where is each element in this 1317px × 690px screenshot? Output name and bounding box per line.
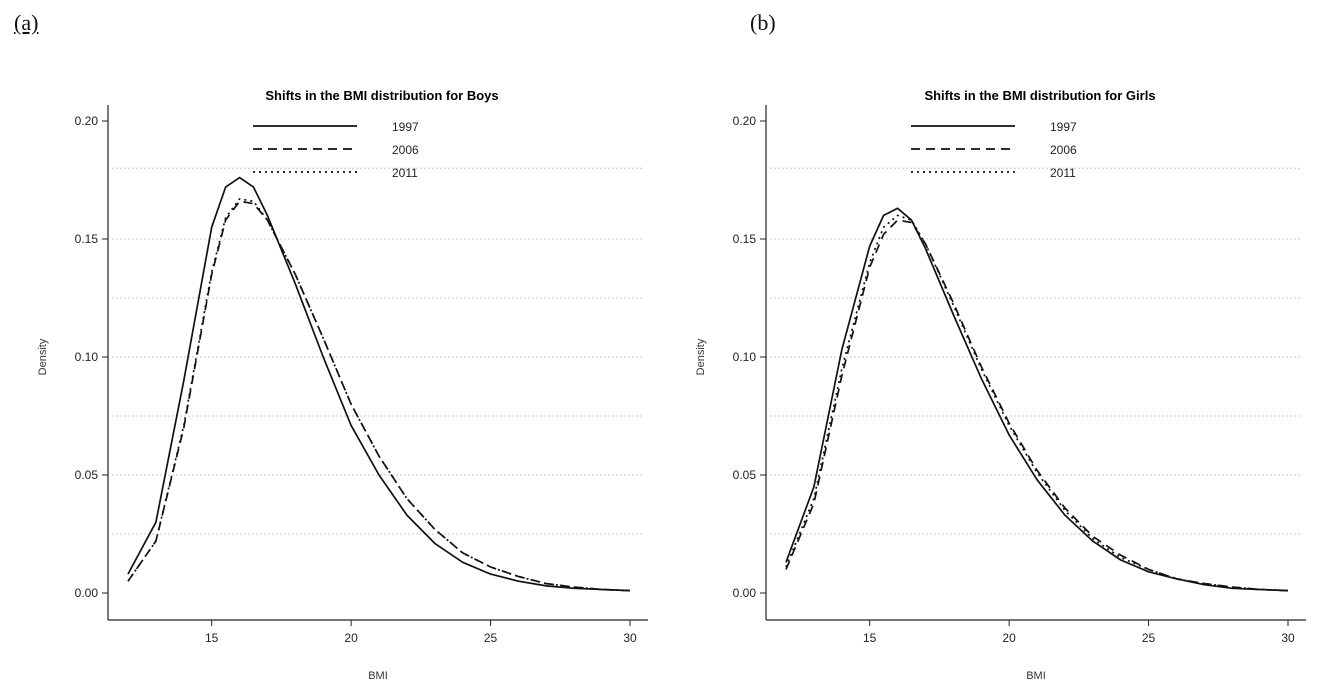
series-line-1997 <box>127 176 631 592</box>
y-tick-label: 0.05 <box>75 468 99 482</box>
y-tick-label: 0.10 <box>733 350 757 364</box>
legend-label-2006: 2006 <box>392 143 419 157</box>
x-tick-label: 30 <box>1281 631 1295 645</box>
x-tick-label: 15 <box>205 631 219 645</box>
y-tick-label: 0.05 <box>733 468 757 482</box>
x-tick-label: 25 <box>484 631 498 645</box>
x-tick-label: 20 <box>344 631 358 645</box>
y-tick-label: 0.00 <box>733 586 757 600</box>
series-line-2011 <box>127 198 631 592</box>
x-axis-label: BMI <box>368 670 388 682</box>
y-tick-label: 0.15 <box>75 232 99 246</box>
panel-label-b: (b) <box>750 10 776 35</box>
chart-title: Shifts in the BMI distribution for Girls <box>924 88 1155 103</box>
boys-bmi-chart: 0.00 0.05 0.10 0.15 0.20 15 20 25 30 BMI Density Sh… <box>37 88 648 682</box>
x-tick-label: 20 <box>1002 631 1016 645</box>
x-tick-label: 15 <box>863 631 877 645</box>
series-line-2006 <box>785 219 1289 592</box>
legend-label-1997: 1997 <box>1050 120 1077 134</box>
y-tick-label: 0.00 <box>75 586 99 600</box>
x-tick-label: 30 <box>623 631 637 645</box>
y-tick-label: 0.15 <box>733 232 757 246</box>
series-line-1997 <box>785 207 1289 592</box>
x-tick-label: 25 <box>1142 631 1156 645</box>
y-axis-label: Density <box>695 338 707 375</box>
x-axis-label: BMI <box>1026 670 1046 682</box>
y-tick-label: 0.10 <box>75 350 99 364</box>
chart-title: Shifts in the BMI distribution for Boys <box>265 88 498 103</box>
series-line-2011 <box>785 214 1289 592</box>
y-tick-label: 0.20 <box>75 114 99 128</box>
y-axis-label: Density <box>37 338 49 375</box>
legend-label-2006: 2006 <box>1050 143 1077 157</box>
y-tick-label: 0.20 <box>733 114 757 128</box>
legend-label-2011: 2011 <box>1050 166 1076 180</box>
legend-label-2011: 2011 <box>392 166 418 180</box>
series-line-2006 <box>127 200 631 592</box>
panel-label-a: (a) <box>14 10 39 35</box>
girls-bmi-chart: 0.00 0.05 0.10 0.15 0.20 15 20 25 30 BMI Density Sh… <box>695 88 1306 682</box>
legend-label-1997: 1997 <box>392 120 419 134</box>
